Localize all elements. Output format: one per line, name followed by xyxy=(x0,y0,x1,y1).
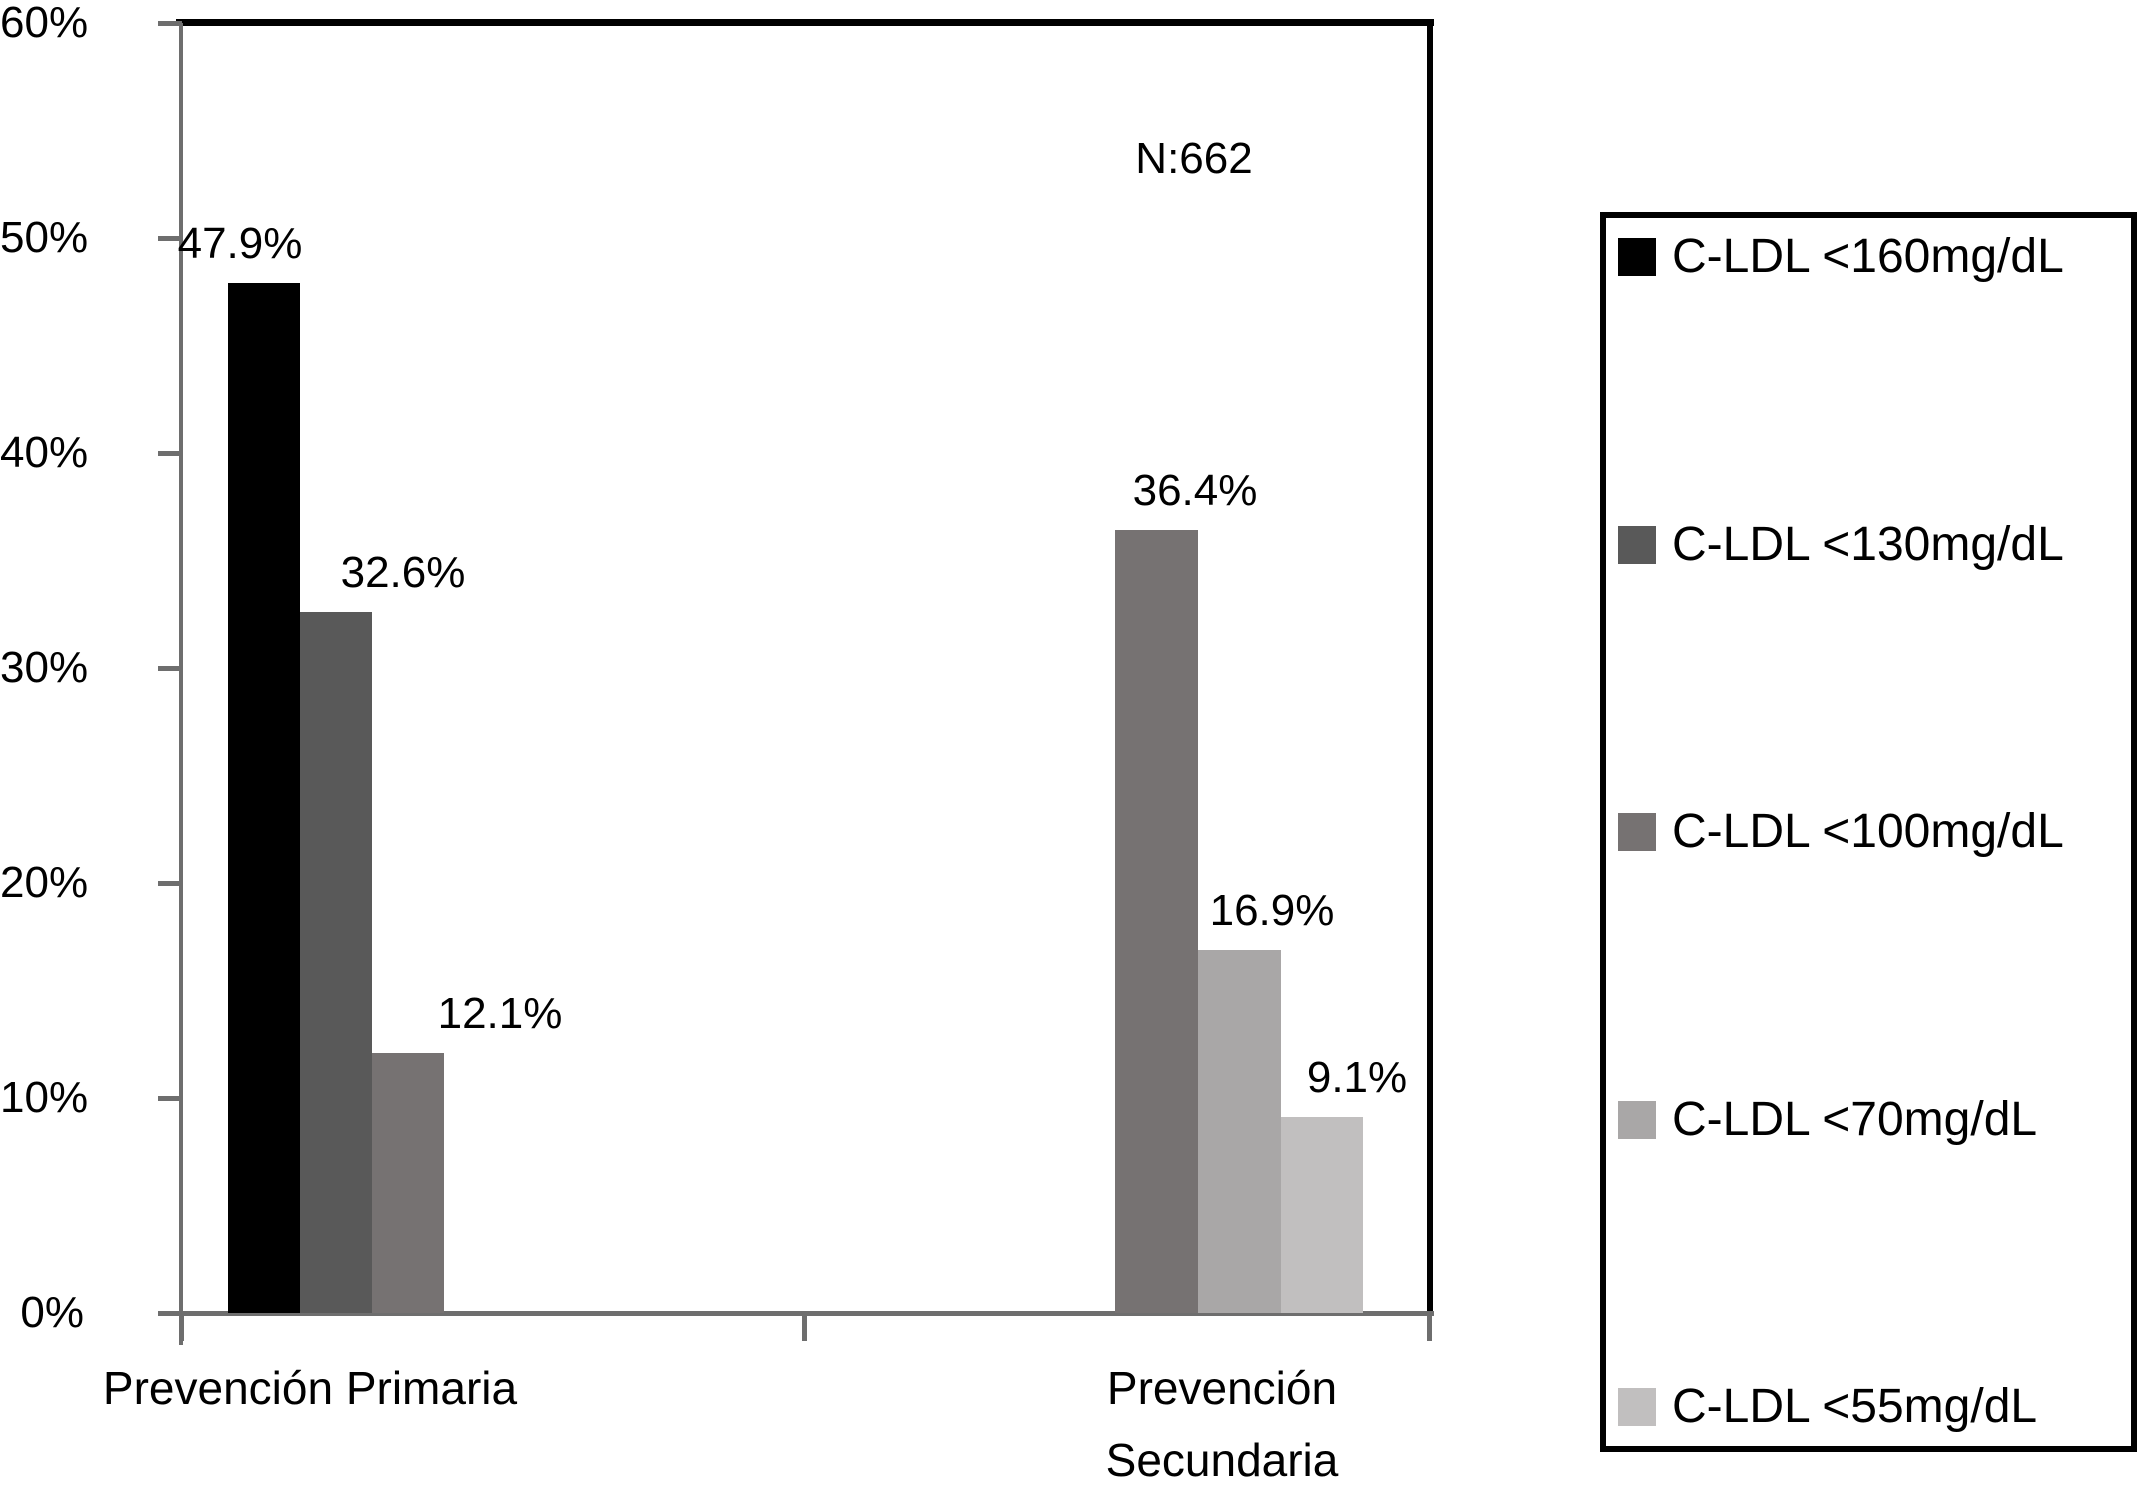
data-label: 9.1% xyxy=(1306,1053,1408,1102)
bar-C-LDL <100mg/dL xyxy=(372,1053,444,1313)
y-tick xyxy=(158,665,182,671)
bar-C-LDL <130mg/dL xyxy=(300,612,372,1313)
data-label: 36.4% xyxy=(1132,466,1258,515)
x-axis-line xyxy=(158,1311,1434,1316)
legend-swatch-icon xyxy=(1618,813,1656,851)
plot-area: N:662 47.9% 32.6% 12.1% 36.4% 16.9% 9.1% xyxy=(177,23,1428,1313)
data-label: 16.9% xyxy=(1209,886,1335,935)
y-tick xyxy=(158,450,182,456)
legend-item: C-LDL <55mg/dL xyxy=(1618,1382,2121,1432)
legend-label: C-LDL <160mg/dL xyxy=(1672,230,2064,283)
x-category-label-line: Prevención xyxy=(1106,1362,1338,1414)
legend-swatch-icon xyxy=(1618,525,1656,564)
y-tick xyxy=(158,1310,182,1316)
y-tick-label: 60% xyxy=(0,0,89,47)
y-tick xyxy=(158,235,182,241)
bar-C-LDL <160mg/dL xyxy=(228,283,300,1313)
legend-label: C-LDL <130mg/dL xyxy=(1672,517,2064,571)
sample-size-annotation: N:662 xyxy=(1135,134,1253,183)
legend: C-LDL <160mg/dL C-LDL <130mg/dL C-LDL <100… xyxy=(1600,212,2137,1452)
legend-item: C-LDL <100mg/dL xyxy=(1618,807,2121,857)
legend-swatch-icon xyxy=(1618,238,1656,276)
data-label: 12.1% xyxy=(437,989,563,1038)
y-tick-label: 30% xyxy=(0,643,89,692)
bar-C-LDL <70mg/dL xyxy=(1198,950,1281,1313)
legend-item: C-LDL <130mg/dL xyxy=(1618,517,2121,571)
bar-C-LDL <55mg/dL xyxy=(1281,1117,1363,1313)
y-tick-label: 0% xyxy=(20,1288,84,1337)
legend-label: C-LDL <100mg/dL xyxy=(1672,805,2064,858)
y-tick-label: 50% xyxy=(0,213,89,262)
legend-item: C-LDL <70mg/dL xyxy=(1618,1092,2121,1146)
plot-border-top xyxy=(176,19,1434,26)
y-tick xyxy=(158,880,182,886)
legend-swatch-icon xyxy=(1618,1100,1656,1139)
y-axis-line xyxy=(179,23,183,1345)
x-tick xyxy=(802,1313,807,1341)
x-tick xyxy=(1427,1313,1432,1341)
y-tick-label: 20% xyxy=(0,858,89,907)
x-tick xyxy=(179,1313,184,1341)
data-label: 32.6% xyxy=(340,548,466,597)
legend-item: C-LDL <160mg/dL xyxy=(1618,232,2121,282)
x-category-label-line: Prevención Primaria xyxy=(102,1362,518,1414)
y-tick xyxy=(158,1095,182,1101)
legend-label: C-LDL <70mg/dL xyxy=(1672,1092,2038,1146)
plot-border-right xyxy=(1427,19,1433,1313)
data-label: 47.9% xyxy=(177,219,303,268)
y-tick xyxy=(158,20,182,26)
bar-C-LDL <100mg/dL xyxy=(1115,530,1198,1313)
y-tick-label: 10% xyxy=(0,1073,89,1122)
x-category-label-line: Secundaria xyxy=(1105,1434,1339,1485)
legend-swatch-icon xyxy=(1618,1388,1656,1426)
y-tick-label: 40% xyxy=(0,428,89,477)
x-category-label: Prevención Primaria xyxy=(103,1352,517,1424)
x-category-label: Prevención Secundaria xyxy=(1106,1352,1339,1485)
legend-label: C-LDL <55mg/dL xyxy=(1672,1380,2038,1433)
